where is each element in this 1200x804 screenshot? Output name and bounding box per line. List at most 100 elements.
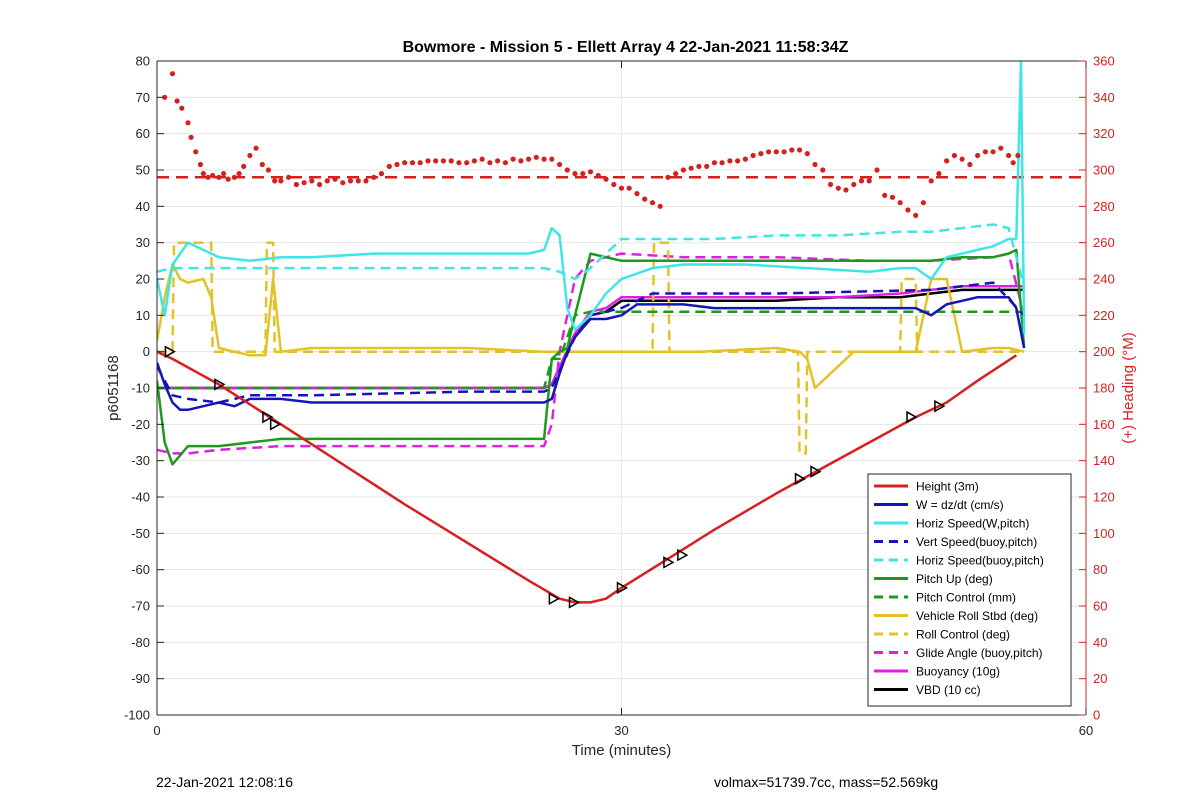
heading-point [781,149,787,155]
heading-point [874,167,880,173]
legend-entry: Glide Angle (buoy,pitch) [916,646,1043,660]
heading-point [835,185,841,191]
heading-point [210,172,216,179]
heading-point [603,176,609,182]
y2-tick-label: 240 [1093,272,1115,287]
heading-point [882,192,888,198]
heading-point [680,167,687,173]
y2-tick-label: 360 [1093,54,1115,69]
plot-series [157,61,1086,609]
heading-point [557,161,563,168]
heading-point [247,152,253,159]
heading-point [541,156,547,162]
event-marker [794,472,807,486]
legend-entry: Roll Control (deg) [916,628,1010,642]
y-tick-label: -90 [131,671,150,686]
heading-point [928,178,934,184]
heading-point [409,160,416,166]
event-marker [934,399,946,413]
x-tick-label: 30 [614,723,628,738]
series-line [157,223,1026,287]
y-tick-label: -100 [124,708,150,723]
event-marker [214,378,226,391]
heading-point [735,158,741,164]
heading-point [642,196,648,202]
heading-point [657,203,663,209]
heading-point [355,178,361,184]
heading-point [920,200,927,206]
heading-point [371,174,377,180]
heading-point [471,158,477,164]
heading-point [259,161,265,168]
heading-point [533,154,539,160]
heading-point [487,160,493,166]
y2-tick-label: 180 [1093,381,1115,396]
y-tick-label: 20 [136,272,150,287]
heading-point [982,149,989,155]
heading-point [944,158,950,164]
heading-point [858,178,865,184]
heading-point [265,167,272,173]
heading-point [843,187,849,193]
heading-point [332,176,338,182]
heading-point [456,160,462,166]
y-tick-label: -20 [131,417,150,432]
heading-point [1006,152,1012,159]
heading-point [495,158,501,164]
y-tick-label: 70 [136,90,150,105]
event-marker [262,410,274,424]
heading-point [766,149,772,155]
heading-point [936,171,942,177]
heading-point [433,158,439,164]
event-marker [616,581,629,595]
heading-point [518,158,524,164]
legend-entry: Pitch Control (mm) [916,591,1016,605]
heading-point [750,152,756,159]
legend-entry: Height (3m) [916,480,979,494]
heading-point [975,152,981,159]
heading-point [951,152,958,159]
y2-tick-label: 120 [1093,490,1115,505]
y-tick-label: 10 [136,308,150,323]
event-marker [568,596,581,609]
legend-entry: Vehicle Roll Stbd (deg) [916,609,1038,623]
footer-timestamp: 22-Jan-2021 12:08:16 [156,774,293,790]
x-tick-label: 60 [1079,723,1093,738]
y-tick-label: -10 [131,381,150,396]
heading-point [688,165,694,171]
legend-entry: VBD (10 cc) [916,683,981,697]
chart-title: Bowmore - Mission 5 - Ellett Array 4 22-… [403,39,849,56]
heading-point [200,171,206,177]
heading-point [595,172,601,179]
y-tick-label: -80 [131,635,150,650]
heading-point [789,147,795,153]
heading-point [253,145,259,151]
y-tick-label: -70 [131,599,150,614]
legend-entry: Vert Speed(buoy,pitch) [916,535,1037,549]
y2-tick-label: 40 [1093,635,1107,650]
heading-point [611,181,617,188]
event-marker [663,556,675,569]
heading-point [526,156,532,162]
y-tick-label: -60 [131,562,150,577]
heading-point [758,151,764,157]
heading-point [162,94,168,100]
y-tick-label: 40 [136,199,150,214]
heading-point [696,163,702,169]
y-tick-label: 50 [136,163,150,178]
heading-point [169,71,176,77]
legend-entry: Pitch Up (deg) [916,572,993,586]
heading-point [205,174,211,180]
heading-point [347,178,354,184]
y2-tick-label: 280 [1093,199,1115,214]
y2-axis-label: (+) Heading (°M) [1120,332,1137,443]
heading-point [967,161,973,168]
heading-point [479,156,485,162]
heading-point [797,147,803,153]
heading-point [378,171,385,177]
event-marker [164,345,176,358]
heading-point [448,158,454,164]
heading-point [905,207,911,213]
series-line [157,248,1026,466]
series-line [157,310,1025,390]
